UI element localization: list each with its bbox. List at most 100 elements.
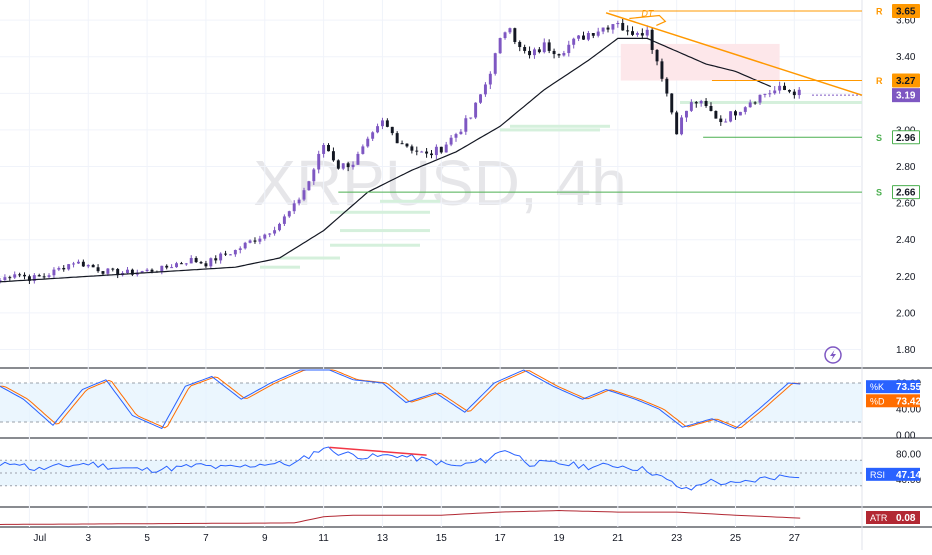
- candle-body: [400, 143, 404, 145]
- price-tag-label: 2.66: [896, 188, 916, 199]
- candle-body: [72, 263, 76, 265]
- candle-body: [572, 38, 576, 45]
- candle-body: [390, 126, 394, 134]
- candle-body: [366, 138, 370, 147]
- atr-line: [0, 509, 801, 525]
- candle-body: [42, 276, 46, 278]
- price-tag-label: 3.27: [896, 76, 916, 87]
- candle-body: [631, 31, 634, 35]
- support-letter: S: [876, 188, 882, 198]
- candle-body: [621, 22, 625, 31]
- candle-body: [557, 54, 561, 56]
- candle-body: [503, 32, 507, 39]
- candle-body: [635, 33, 639, 35]
- candle-body: [753, 102, 757, 104]
- candle-body: [567, 44, 571, 54]
- candle-body: [763, 93, 767, 95]
- stoch-d-label: %D: [870, 396, 885, 406]
- price-plot: [0, 18, 862, 285]
- candle-body: [336, 160, 340, 169]
- candle-body: [783, 85, 786, 91]
- x-tick-label: 3: [85, 533, 91, 544]
- volume-profile-bar: [260, 265, 300, 269]
- last-price-tag: [892, 88, 920, 103]
- candle-body: [287, 211, 291, 217]
- candle-body: [351, 164, 355, 168]
- candle-body: [768, 93, 772, 95]
- price-tag-fill: [893, 186, 919, 199]
- candle-body: [233, 250, 237, 255]
- candle-body: [778, 85, 782, 91]
- volume-profile-bar: [330, 243, 420, 247]
- volume-profile-bar: [680, 100, 862, 104]
- candle-body: [528, 50, 532, 56]
- candle-body: [601, 27, 605, 32]
- atr-tag: [866, 511, 920, 524]
- candle-body: [258, 238, 262, 242]
- stoch-k-line: [0, 369, 801, 430]
- candle-body: [116, 269, 120, 276]
- candle-body: [537, 49, 541, 53]
- lightning-icon[interactable]: [824, 346, 842, 364]
- candle-body: [709, 105, 713, 111]
- candle-body: [175, 263, 178, 268]
- candle-body: [331, 151, 335, 161]
- x-tick-label: 11: [318, 533, 329, 544]
- candle-body: [518, 41, 522, 48]
- candle-body: [675, 112, 679, 135]
- price-tick-label: 2.80: [896, 162, 916, 173]
- candle-body: [91, 264, 95, 268]
- candle-body: [704, 100, 708, 106]
- candle-body: [160, 265, 164, 272]
- candle-body: [278, 223, 281, 231]
- candle-body: [532, 49, 536, 56]
- price-tick-label: 2.60: [896, 199, 916, 210]
- candle-body: [680, 117, 684, 135]
- candle-body: [729, 111, 733, 122]
- price-tag: [892, 73, 920, 88]
- volume-profile-bar: [500, 128, 600, 132]
- candle-body: [454, 134, 458, 138]
- candle-body: [106, 268, 110, 274]
- candle-body: [101, 271, 105, 274]
- candle-body: [23, 274, 26, 277]
- candle-body: [3, 277, 7, 281]
- candle-body: [8, 277, 12, 279]
- candle-body: [57, 267, 61, 270]
- candle-body: [86, 264, 90, 267]
- candle-body: [170, 267, 174, 269]
- candle-body: [606, 27, 610, 30]
- candle-body: [238, 248, 242, 251]
- atr-value: 0.08: [896, 513, 916, 524]
- candle-body: [248, 240, 252, 243]
- x-tick-label: 13: [377, 533, 389, 544]
- candle-body: [719, 118, 723, 123]
- rsi-tick-label: 80.00: [896, 449, 921, 460]
- stoch-k-tag: [866, 380, 920, 394]
- candle-body: [361, 146, 365, 154]
- candle-body: [371, 132, 375, 139]
- candle-body: [62, 267, 66, 270]
- candle-body: [684, 110, 688, 118]
- candle-body: [253, 240, 257, 242]
- moving-average-line: [0, 37, 772, 283]
- x-tick-label: 19: [553, 533, 565, 544]
- price-tag: [892, 3, 920, 18]
- last-price-label: 3.19: [896, 91, 916, 102]
- candle-body: [562, 53, 566, 56]
- candle-body: [758, 94, 762, 103]
- support-letter: S: [876, 133, 882, 143]
- candle-body: [787, 90, 791, 92]
- candle-body: [425, 151, 429, 154]
- candle-body: [655, 49, 659, 62]
- x-tick-label: 23: [671, 533, 683, 544]
- time-axis: Jul 3 5 7 9 11 13 15 17 19 21 23 25 27: [33, 533, 800, 544]
- volume-profile-bar: [380, 199, 440, 203]
- candle-body: [616, 22, 620, 25]
- candle-body: [523, 47, 527, 51]
- candle-body: [13, 274, 17, 278]
- x-tick-label: 7: [203, 533, 209, 544]
- rsi-pane: [0, 446, 862, 491]
